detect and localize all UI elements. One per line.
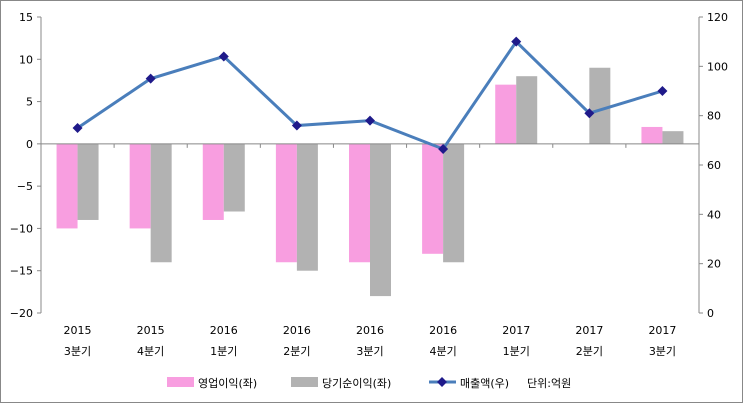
right-tick-label: 80 [707,110,721,123]
legend-label-revenue: 매출액(우) [460,377,509,390]
x-label-quarter: 4분기 [429,345,456,358]
right-tick-label: 120 [707,11,728,24]
legend-swatch-net-income [291,377,318,387]
bar-net-income [296,143,318,271]
revenue-marker [438,143,449,154]
bar-net-income [443,143,465,263]
x-label-year: 2016 [210,324,238,337]
revenue-marker [218,51,229,62]
x-label-year: 2016 [429,324,457,337]
bar-net-income [589,67,611,144]
left-tick-label: 5 [26,96,33,109]
unit-note: 단위:억원 [527,377,571,390]
right-tick-label: 40 [707,208,721,221]
left-tick-label: 10 [19,53,33,66]
x-label-year: 2015 [137,324,165,337]
bar-operating-income [202,143,224,220]
bar-net-income [77,143,99,220]
revenue-marker [657,86,668,96]
bar-net-income [150,143,172,263]
right-tick-label: 100 [707,60,728,73]
x-label-year: 2015 [64,324,92,337]
right-tick-label: 0 [707,307,714,320]
left-tick-label: −15 [10,265,33,278]
bar-operating-income [56,143,78,229]
revenue-marker [584,108,595,119]
x-label-year: 2016 [356,324,384,337]
x-label-quarter: 1분기 [210,345,237,358]
right-tick-label: 60 [707,159,721,172]
legend-label-operating-income: 영업이익(좌) [198,377,257,390]
x-label-quarter: 3분기 [649,345,676,358]
bar-operating-income [641,126,663,144]
bar-operating-income [129,143,151,229]
bar-operating-income [275,143,297,263]
left-tick-label: 0 [26,138,33,151]
x-label-year: 2017 [648,324,676,337]
x-label-quarter: 1분기 [503,345,530,358]
x-label-year: 2017 [575,324,603,337]
legend-marker-revenue [437,377,447,387]
bar-operating-income [422,143,444,254]
legend-swatch-operating-income [167,377,194,387]
bar-net-income [662,131,684,144]
revenue-marker [145,73,156,84]
x-label-year: 2017 [502,324,530,337]
bar-operating-income [495,84,517,144]
revenue-marker [511,36,522,47]
revenue-line [76,39,663,151]
bar-net-income [370,143,391,297]
left-tick-label: −10 [10,222,33,235]
left-tick-label: −5 [17,180,33,193]
bar-net-income [516,76,538,144]
revenue-marker [291,120,302,131]
right-tick-label: 20 [707,258,721,271]
x-label-quarter: 2분기 [576,345,603,358]
left-tick-label: −20 [10,307,33,320]
x-label-quarter: 4분기 [137,345,164,358]
x-label-year: 2016 [283,324,311,337]
left-tick-label: 15 [19,11,33,24]
revenue-marker [365,115,375,126]
bar-operating-income [349,143,370,263]
x-label-quarter: 3분기 [356,345,383,358]
bar-net-income [223,143,245,212]
x-label-quarter: 3분기 [64,345,91,358]
x-label-quarter: 2분기 [283,345,310,358]
revenue-marker [72,123,83,133]
legend-label-net-income: 당기순이익(좌) [322,377,391,390]
